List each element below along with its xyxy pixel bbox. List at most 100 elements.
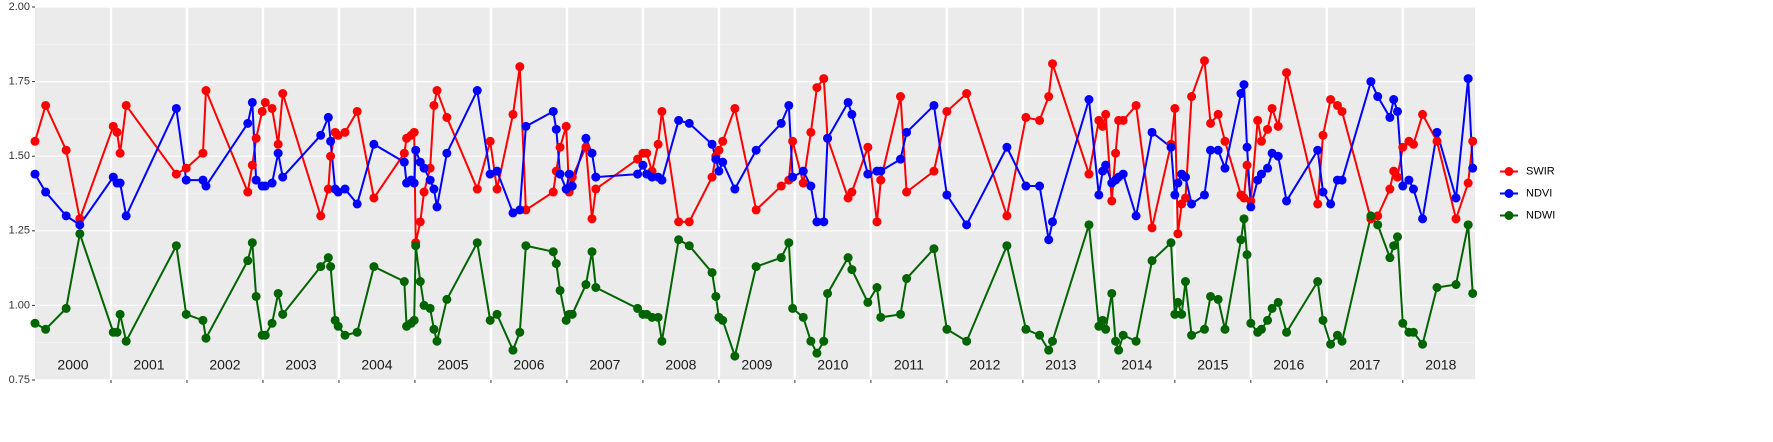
- year-label: 2001: [133, 357, 164, 373]
- point: [75, 229, 85, 239]
- point: [1404, 175, 1414, 185]
- point: [962, 89, 972, 99]
- point: [1273, 297, 1283, 307]
- point: [776, 118, 786, 128]
- point: [1398, 181, 1408, 191]
- point: [1021, 112, 1031, 122]
- point: [718, 157, 728, 167]
- point: [806, 127, 816, 137]
- point: [1206, 118, 1216, 128]
- point: [1084, 95, 1094, 105]
- point: [567, 309, 577, 319]
- point: [1147, 127, 1157, 137]
- legend-label: NDVI: [1526, 187, 1552, 199]
- legend-swatch: [1504, 211, 1514, 220]
- point: [1002, 211, 1012, 221]
- point: [788, 136, 798, 146]
- point: [1326, 95, 1336, 105]
- point: [863, 142, 873, 152]
- point: [323, 112, 333, 122]
- point: [1398, 142, 1408, 152]
- point: [432, 86, 442, 96]
- point: [429, 100, 439, 110]
- point: [819, 74, 829, 84]
- point: [485, 169, 495, 179]
- point: [1282, 68, 1292, 78]
- point: [1418, 109, 1428, 119]
- point: [508, 109, 518, 119]
- point: [653, 312, 663, 322]
- point: [409, 178, 419, 188]
- y-tick-label: 2.00: [9, 1, 30, 13]
- point: [508, 345, 518, 355]
- point: [751, 205, 761, 215]
- point: [1147, 223, 1157, 233]
- year-label: 2011: [894, 357, 924, 373]
- point: [201, 333, 211, 343]
- point: [472, 86, 482, 96]
- point: [823, 133, 833, 143]
- point: [674, 235, 684, 245]
- point: [730, 184, 740, 194]
- point: [1187, 330, 1197, 340]
- point: [1180, 193, 1190, 203]
- year-label: 2006: [513, 357, 544, 373]
- point: [591, 184, 601, 194]
- point: [548, 247, 558, 257]
- point: [1035, 181, 1045, 191]
- point: [1199, 324, 1209, 334]
- point: [316, 211, 326, 221]
- point: [1313, 145, 1323, 155]
- point: [1213, 109, 1223, 119]
- point: [399, 277, 409, 287]
- y-tick-label: 1.75: [9, 76, 30, 88]
- point: [1035, 330, 1045, 340]
- point: [326, 136, 336, 146]
- point: [1166, 238, 1176, 248]
- point: [806, 181, 816, 191]
- point: [591, 172, 601, 182]
- point: [1173, 229, 1183, 239]
- point: [847, 265, 857, 275]
- point: [1180, 172, 1190, 182]
- year-label: 2013: [1045, 357, 1076, 373]
- point: [896, 309, 906, 319]
- point: [1213, 145, 1223, 155]
- point: [714, 166, 724, 176]
- point: [1468, 136, 1478, 146]
- point: [711, 291, 721, 301]
- point: [201, 86, 211, 96]
- point: [684, 118, 694, 128]
- year-label: 2015: [1197, 357, 1228, 373]
- point: [352, 199, 362, 209]
- point: [657, 336, 667, 346]
- point: [1170, 103, 1180, 113]
- point: [429, 324, 439, 334]
- point: [61, 211, 71, 221]
- point: [1408, 184, 1418, 194]
- point: [1242, 250, 1252, 260]
- point: [776, 253, 786, 263]
- point: [788, 303, 798, 313]
- point: [1239, 193, 1249, 203]
- point: [415, 217, 425, 227]
- point: [442, 294, 452, 304]
- point: [1373, 220, 1383, 230]
- point: [247, 238, 257, 248]
- point: [1239, 214, 1249, 224]
- point: [1236, 89, 1246, 99]
- point: [863, 297, 873, 307]
- point: [30, 318, 40, 328]
- point: [1253, 115, 1263, 125]
- point: [872, 217, 882, 227]
- point: [718, 315, 728, 325]
- year-label: 2007: [589, 357, 620, 373]
- point: [1392, 106, 1402, 116]
- point: [515, 62, 525, 72]
- point: [278, 89, 288, 99]
- point: [751, 145, 761, 155]
- point: [1047, 59, 1057, 69]
- point: [326, 262, 336, 272]
- point: [260, 97, 270, 107]
- point: [638, 160, 648, 170]
